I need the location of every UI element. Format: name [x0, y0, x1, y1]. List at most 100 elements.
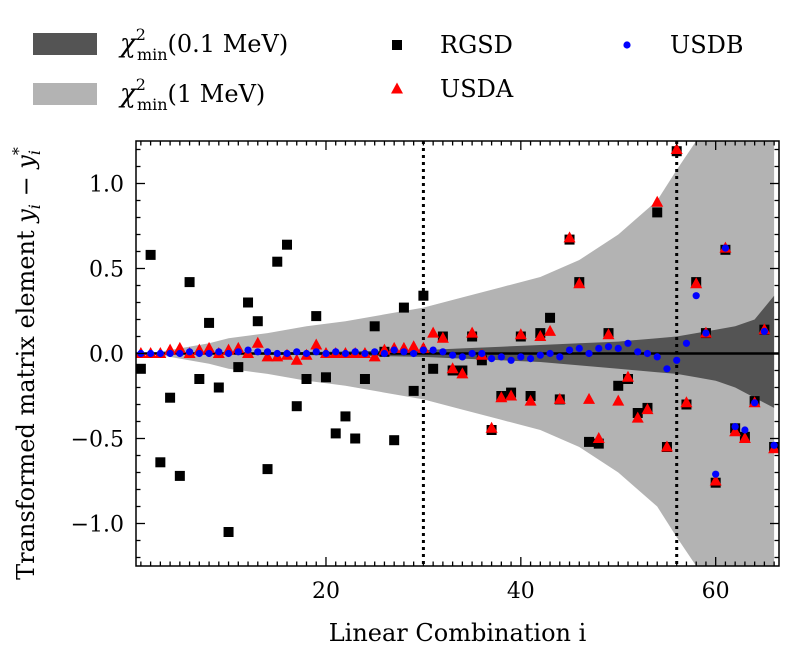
rgsd-point [194, 374, 205, 384]
usda-point [436, 331, 449, 343]
rgsd-point [613, 380, 624, 391]
rgsd-point [398, 302, 409, 313]
rgsd-point [213, 382, 224, 393]
usdb-point [673, 356, 681, 364]
usda-point [709, 474, 722, 486]
usdb-point [614, 344, 622, 352]
y-tick-label: 0.5 [89, 258, 124, 283]
usdb-point [575, 344, 583, 352]
rgsd-point [204, 317, 215, 328]
rgsd-point [136, 363, 146, 374]
usda-point [670, 143, 683, 154]
usda-point [680, 396, 693, 408]
usdb-point [400, 348, 408, 356]
usdb-point [371, 348, 379, 356]
x-tick-label: 60 [702, 579, 730, 604]
usda-point [621, 370, 634, 382]
usda-point [631, 411, 644, 423]
usdb-point [478, 349, 486, 358]
legend-marker-usda [391, 82, 403, 94]
data-points [136, 143, 779, 537]
usdb-point [322, 349, 330, 358]
usda-point [310, 338, 323, 350]
y-axis-label: Transformed matrix element yi − y*i [9, 147, 44, 580]
usda-point [495, 391, 508, 403]
usda-point [290, 353, 303, 365]
x-axis-label: Linear Combination i [329, 619, 587, 647]
rgsd-point [389, 435, 400, 446]
usda-point [690, 277, 703, 289]
usdb-point [283, 349, 291, 358]
rgsd-point [330, 428, 341, 439]
usdb-point [244, 346, 252, 354]
series-usdb [137, 244, 778, 478]
rgsd-point [223, 527, 234, 537]
usdb-point [663, 365, 671, 373]
usda-point [729, 425, 742, 437]
usdb-point [215, 348, 223, 356]
usdb-point [302, 349, 311, 358]
usdb-point [653, 353, 661, 361]
usdb-point [380, 349, 389, 358]
usdb-point [556, 353, 564, 361]
x-tick-label: 20 [312, 579, 340, 604]
rgsd-point [584, 436, 595, 447]
rgsd-point [291, 401, 302, 412]
usda-point [641, 403, 654, 415]
usdb-point [176, 349, 184, 358]
usdb-point [390, 346, 398, 354]
usdb-point [595, 344, 603, 352]
usdb-point [702, 329, 710, 337]
rgsd-point [165, 392, 176, 403]
rgsd-point [428, 363, 439, 374]
usdb-point [731, 423, 739, 431]
usdb-point [273, 349, 281, 358]
usdb-point [565, 346, 574, 354]
usda-point [505, 389, 518, 401]
y-tick-label: −0.5 [71, 428, 124, 453]
rgsd-point [233, 362, 244, 373]
usdb-point [224, 349, 233, 358]
rgsd-point [311, 311, 322, 322]
usda-point [563, 231, 576, 243]
usdb-point [439, 348, 447, 356]
legend-label-rgsd: RGSD [440, 31, 513, 59]
usda-point [261, 350, 274, 362]
usda-point [524, 394, 537, 406]
rgsd-point [476, 355, 487, 366]
rgsd-point [262, 464, 273, 475]
rgsd-point [350, 433, 361, 444]
usdb-point [604, 343, 613, 351]
usdb-point [263, 348, 272, 356]
usda-point [602, 328, 615, 340]
rgsd-point [359, 374, 370, 384]
rgsd-point [301, 374, 312, 384]
usdb-point [234, 348, 242, 356]
usda-point [544, 324, 557, 336]
usdb-point [332, 348, 340, 356]
usdb-point [468, 349, 476, 358]
usda-point [534, 330, 547, 341]
plot-area: 20 40 60 −1.0 −0.5 0.0 0.5 1.0 [71, 140, 780, 604]
legend-swatch-0p1mev [33, 33, 97, 55]
usda-point [514, 328, 527, 340]
rgsd-point [545, 312, 556, 323]
rgsd-point [243, 297, 254, 308]
usdb-point [517, 353, 525, 361]
legend-label-usda: USDA [440, 75, 514, 103]
legend-swatch-1mev [33, 83, 97, 105]
x-tick-label: 40 [507, 579, 535, 604]
usda-point [738, 432, 751, 443]
usdb-point [634, 348, 642, 356]
usdb-point [254, 348, 262, 356]
usdb-point [449, 351, 457, 359]
rgsd-point [652, 207, 663, 218]
usda-point [592, 432, 605, 443]
legend-label-usdb: USDB [670, 31, 744, 59]
usdb-point [429, 346, 437, 354]
y-tick-label: 0.0 [89, 343, 124, 368]
y-tick-label: 1.0 [89, 173, 124, 198]
rgsd-point [184, 277, 195, 288]
usdb-point [185, 348, 194, 356]
